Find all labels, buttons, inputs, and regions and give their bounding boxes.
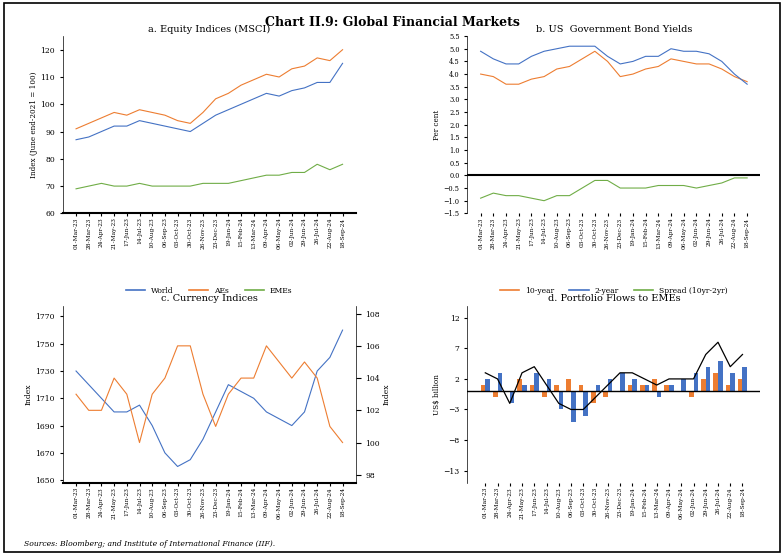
Bar	[493, 391, 498, 397]
Bar	[657, 391, 662, 397]
Text: Chart II.9: Global Financial Markets: Chart II.9: Global Financial Markets	[264, 16, 520, 28]
Bar	[718, 361, 723, 391]
Bar	[608, 379, 612, 391]
Bar	[701, 379, 706, 391]
Bar	[554, 385, 559, 391]
Bar	[726, 385, 730, 391]
Legend: World, AEs, EMEs: World, AEs, EMEs	[123, 284, 296, 298]
Bar	[566, 379, 571, 391]
Bar	[498, 373, 503, 391]
Bar	[534, 373, 539, 391]
Text: Sources: Bloomberg; and Institute of International Finance (IIF).: Sources: Bloomberg; and Institute of Int…	[24, 541, 274, 548]
Legend: MSCI EME currency index, Dollar index (RHS): MSCI EME currency index, Dollar index (R…	[85, 553, 332, 555]
Bar	[571, 391, 575, 422]
Bar	[481, 385, 485, 391]
Legend: Debt, Equity, Total: Debt, Equity, Total	[526, 553, 702, 555]
Title: a. Equity Indices (MSCI): a. Equity Indices (MSCI)	[148, 25, 270, 34]
Bar	[579, 385, 583, 391]
Y-axis label: Per cent: Per cent	[433, 109, 441, 140]
Bar	[664, 385, 669, 391]
Bar	[510, 391, 514, 403]
Bar	[694, 373, 699, 391]
Bar	[640, 385, 644, 391]
Bar	[583, 391, 588, 416]
Bar	[730, 373, 735, 391]
Bar	[628, 385, 632, 391]
Bar	[681, 379, 686, 391]
Y-axis label: Index: Index	[24, 384, 33, 405]
Bar	[542, 391, 546, 397]
Bar	[546, 379, 551, 391]
Title: b. US  Government Bond Yields: b. US Government Bond Yields	[535, 25, 692, 34]
Y-axis label: US$ billion: US$ billion	[433, 374, 441, 415]
Bar	[652, 379, 657, 391]
Bar	[669, 385, 673, 391]
Bar	[517, 379, 522, 391]
Bar	[742, 367, 747, 391]
Bar	[530, 385, 534, 391]
Legend: 10-year, 2-year, Spread (10yr-2yr): 10-year, 2-year, Spread (10yr-2yr)	[497, 284, 731, 298]
Bar	[485, 379, 490, 391]
Bar	[706, 367, 710, 391]
Y-axis label: Index: Index	[383, 384, 391, 405]
Bar	[591, 391, 596, 403]
Bar	[522, 385, 527, 391]
Bar	[738, 379, 742, 391]
Y-axis label: Index (June end-2021 = 100): Index (June end-2021 = 100)	[30, 72, 38, 178]
Bar	[559, 391, 564, 410]
Title: c. Currency Indices: c. Currency Indices	[161, 294, 258, 304]
Bar	[596, 385, 601, 391]
Title: d. Portfolio Flows to EMEs: d. Portfolio Flows to EMEs	[547, 294, 681, 304]
Bar	[603, 391, 608, 397]
Bar	[713, 373, 718, 391]
Bar	[620, 373, 625, 391]
Bar	[632, 379, 637, 391]
Bar	[689, 391, 694, 397]
Bar	[644, 385, 649, 391]
